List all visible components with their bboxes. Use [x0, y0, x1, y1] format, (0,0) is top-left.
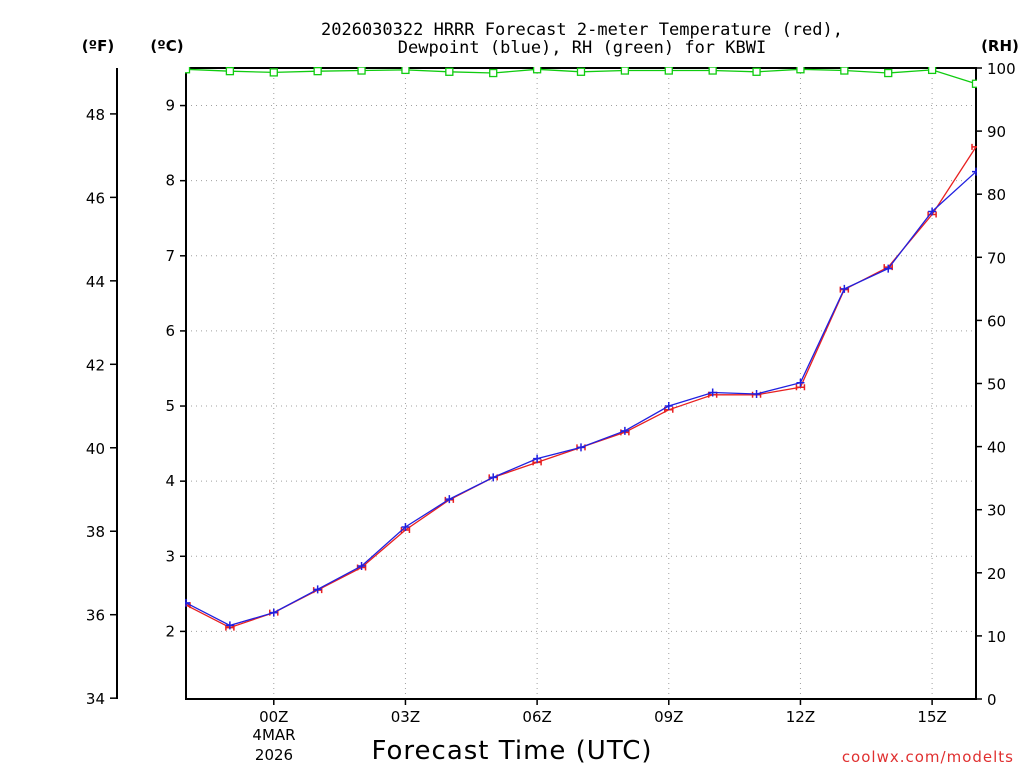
fahrenheit-unit-label: (ºF): [82, 37, 114, 55]
celsius-tick-label: 3: [165, 547, 175, 565]
rh-point: [401, 67, 410, 75]
plot-frame: [185, 67, 977, 700]
rh-point: [185, 67, 191, 74]
dewpoint-point: [796, 378, 805, 387]
fahrenheit-tick-label: 38: [86, 523, 105, 541]
dewpoint-point: [489, 473, 498, 482]
celsius-tick-label: 4: [165, 472, 175, 490]
rh-tick-label: 60: [987, 312, 1006, 330]
dewpoint-point: [577, 443, 585, 452]
rh-unit-label: (RH): [981, 37, 1019, 55]
rh-point: [840, 67, 849, 75]
fahrenheit-tick-label: 40: [86, 440, 105, 458]
temperature-line: [185, 146, 977, 629]
rh-point: [313, 67, 322, 76]
temperature-point: [795, 384, 806, 391]
dewpoint-line: [185, 171, 977, 627]
series-marks: [185, 67, 977, 631]
dewpoint-point: [664, 402, 673, 411]
rh-point: [576, 67, 586, 76]
dewpoint-point: [269, 608, 278, 617]
credit-text: coolwx.com/modelts: [842, 748, 1014, 766]
dewpoint-point: [752, 390, 761, 399]
dewpoint-point: [884, 264, 893, 273]
rh-point: [927, 67, 937, 75]
celsius-tick-label: 9: [165, 97, 175, 115]
fahrenheit-tick-label: 42: [86, 356, 105, 374]
dewpoint-point: [972, 167, 977, 176]
rh-tick-label: 100: [987, 60, 1016, 78]
temperature-point: [971, 143, 977, 150]
rh-tick-label: 90: [987, 123, 1006, 141]
grid: [186, 68, 976, 699]
dewpoint-point: [928, 207, 937, 216]
dewpoint-point: [620, 426, 629, 435]
rh-point: [796, 67, 805, 74]
rh-point: [445, 67, 454, 76]
x-tick-label: 12Z: [786, 708, 815, 726]
dewpoint-point: [225, 621, 234, 630]
rh-tick-label: 40: [987, 439, 1006, 457]
x-tick-label: 09Z: [654, 708, 683, 726]
x-axis-title: Forecast Time (UTC): [371, 736, 652, 766]
dewpoint-point: [708, 388, 717, 397]
dewpoint-point: [185, 598, 190, 607]
rh-point: [489, 68, 498, 78]
rh-point: [708, 67, 717, 75]
dewpoint-point: [533, 454, 542, 463]
dewpoint-point: [840, 284, 849, 293]
dewpoint-point: [401, 522, 410, 531]
rh-point: [752, 67, 761, 76]
rh-point: [664, 67, 673, 75]
celsius-tick-label: 8: [165, 172, 175, 190]
rh-point: [620, 67, 630, 75]
x-tick-label: 03Z: [391, 708, 420, 726]
celsius-tick-label: 7: [165, 247, 175, 265]
celsius-tick-label: 6: [165, 322, 175, 340]
rh-point: [532, 67, 542, 74]
fahrenheit-tick-label: 48: [86, 106, 105, 124]
rh-point: [971, 79, 977, 88]
fahrenheit-tick-label: 34: [86, 690, 105, 708]
fahrenheit-tick-label: 36: [86, 607, 105, 625]
rh-tick-label: 80: [987, 186, 1006, 204]
plot-area: [185, 67, 977, 631]
x-tick-label: 15Z: [917, 708, 946, 726]
rh-tick-label: 30: [987, 502, 1006, 520]
rh-point: [269, 68, 278, 77]
x-tick-label: 00Z: [259, 708, 288, 726]
rh-point: [357, 67, 366, 75]
rh-tick-label: 50: [987, 376, 1006, 394]
celsius-tick-label: 5: [165, 397, 175, 415]
fahrenheit-tick-label: 46: [86, 189, 105, 207]
x-tick-label: 06Z: [522, 708, 551, 726]
dewpoint-point: [357, 562, 366, 571]
celsius-tick-label: 2: [165, 622, 175, 640]
rh-point: [225, 67, 235, 76]
rh-tick-label: 70: [987, 249, 1006, 267]
date-label-month: 4MAR: [252, 726, 295, 744]
dewpoint-point: [313, 585, 322, 594]
rh-tick-label: 10: [987, 628, 1006, 646]
dewpoint-point: [445, 495, 454, 504]
rh-tick-label: 0: [987, 691, 997, 709]
chart-title-line-1: 2026030322 HRRR Forecast 2-meter Tempera…: [321, 20, 843, 40]
chart-title-line-2: Dewpoint (blue), RH (green) for KBWI: [398, 38, 766, 58]
date-label-year: 2026: [255, 746, 293, 764]
celsius-unit-label: (ºC): [150, 37, 183, 55]
rh-point: [884, 68, 893, 78]
fahrenheit-tick-label: 44: [86, 273, 105, 291]
rh-tick-label: 20: [987, 565, 1006, 583]
axes: 00Z 03Z 06Z 09Z 12Z 15Z2345678934363840424446…: [86, 60, 1016, 726]
